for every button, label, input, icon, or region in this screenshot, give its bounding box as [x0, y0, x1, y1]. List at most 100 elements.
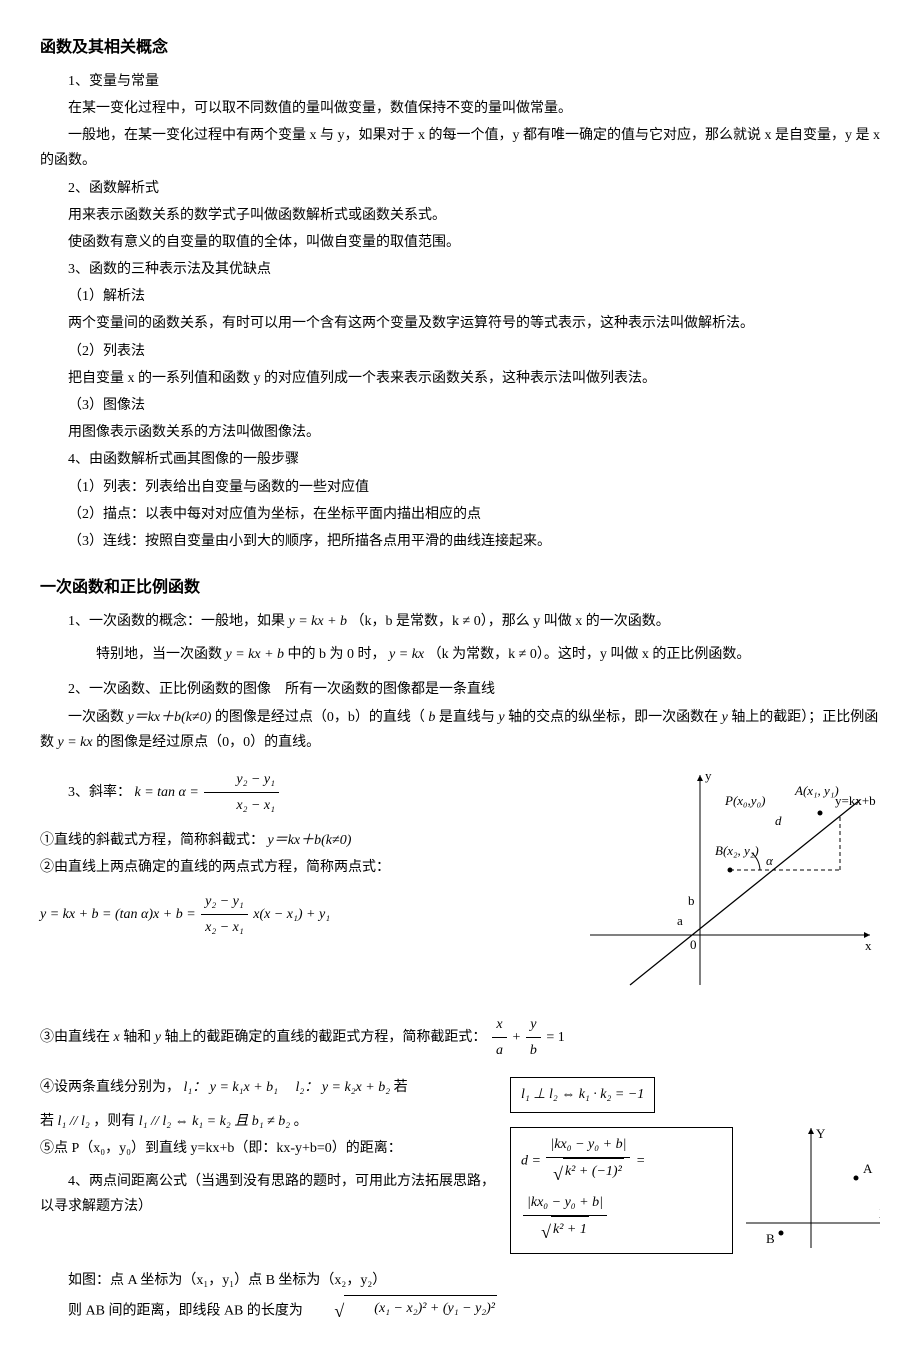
- s2-p4-exb-pre: 则 AB 间的距离，即线段 AB 的长度为: [68, 1303, 303, 1318]
- s1-p3-1b: 两个变量间的函数关系，有时可以用一个含有这两个变量及数字运算符号的等式表示，这种…: [40, 311, 880, 336]
- graph2-svg: Y X A B: [741, 1123, 880, 1253]
- g2-A: A: [863, 1161, 873, 1176]
- g1-b-label: b: [688, 893, 695, 908]
- dist-den2-a: k² + 1: [551, 1216, 589, 1248]
- g1-a-label: a: [677, 913, 683, 928]
- dist-eq: =: [636, 1153, 645, 1168]
- s2-p2-a: 一次函数: [68, 710, 128, 725]
- g1-y-label: y: [705, 768, 712, 783]
- two-pt-num: y₂ − y₁: [201, 889, 248, 915]
- item1-eq: y＝kx＋b(k≠0): [268, 833, 352, 848]
- int-eq1: = 1: [546, 1030, 564, 1045]
- slope-tan: = tan α =: [144, 785, 199, 800]
- s2-p1: 1、一次函数的概念：一般地，如果 y = kx + b （k，b 是常数，k ≠…: [40, 609, 880, 634]
- g2-B: B: [766, 1231, 775, 1246]
- s2-p1-eq: y = kx + b: [289, 614, 348, 629]
- g1-alpha: α: [766, 853, 774, 868]
- s1-p4-3: （3）连线：按照自变量由小到大的顺序，把所描各点用平滑的曲线连接起来。: [40, 529, 880, 554]
- dist-den1-a: k² + (−1)²: [563, 1158, 624, 1190]
- g1-x-label: x: [865, 938, 872, 953]
- two-point-eq: y = kx + b = (tan α)x + b = y₂ − y₁ x₂ −…: [40, 889, 570, 940]
- s2-p2-body: 一次函数 y＝kx＋b(k≠0) 的图像是经过点（0，b）的直线（ b 是直线与…: [40, 705, 880, 755]
- s2-p2-label: 2、一次函数、正比例函数的图像 所有一次函数的图像都是一条直线: [40, 677, 880, 702]
- item1-pre: ①直线的斜截式方程，简称斜截式：: [40, 833, 264, 848]
- s2-p1b-eq1: y = kx + b: [226, 647, 285, 662]
- dist-2pt-sqrt: √ (x₁ − x₂)² + (y₁ − y₂)²: [306, 1295, 497, 1327]
- distance-box: d = |kx₀ − y₀ + b| √k² + (−1)² = |kx₀ − …: [510, 1127, 733, 1254]
- s2-p4-exa: 如图：点 A 坐标为（x₁，y₁）点 B 坐标为（x₂，y₂）: [40, 1268, 880, 1293]
- s2-p4-exb: 则 AB 间的距离，即线段 AB 的长度为 √ (x₁ − x₂)² + (y₁…: [40, 1295, 880, 1327]
- s2-p2-f: 轴的交点的纵坐标，即一次函数在: [508, 710, 722, 725]
- s1-p3-2t: （2）列表法: [40, 339, 880, 364]
- s2-p2-c: b: [428, 710, 435, 725]
- int-yb: y: [526, 1012, 541, 1038]
- dist-2pt-body: (x₁ − x₂)² + (y₁ − y₂)²: [344, 1295, 497, 1327]
- s1-p4-label: 4、由函数解析式画其图像的一般步骤: [40, 447, 880, 472]
- two-pt-frac: y₂ − y₁ x₂ − x₁: [201, 889, 248, 940]
- s1-p4-2: （2）描点：以表中每对对应值为坐标，在坐标平面内描出相应的点: [40, 502, 880, 527]
- g1-B: B(x₂, y₂): [715, 843, 759, 858]
- section1-title: 函数及其相关概念: [40, 34, 880, 63]
- s1-p2-label: 2、函数解析式: [40, 176, 880, 201]
- dist-num1: |kx₀ − y₀ + b|: [546, 1132, 630, 1158]
- item5: ⑤点 P（x₀，y₀）到直线 y=kx+b（即：kx-y+b=0）的距离：: [40, 1136, 500, 1161]
- item4-l2: l₂：: [282, 1080, 319, 1095]
- s2-p2-b: 的图像是经过点（0，b）的直线（: [215, 710, 425, 725]
- s2-p1b-eq2: y = kx: [389, 647, 424, 662]
- slope-den: x₂ − x₁: [204, 793, 279, 818]
- item3: ③由直线在 x 轴和 y 轴上的截距确定的直线的截距式方程，简称截距式： x a…: [40, 1012, 880, 1063]
- s2-p1-post: （k，b 是常数，k ≠ 0），那么 y 叫做 x 的一次函数。: [351, 614, 670, 629]
- s1-p2-body1: 用来表示函数关系的数学式子叫做函数解析式或函数关系式。: [40, 203, 880, 228]
- item3-mid2: 轴上的截距确定的直线的截距式方程，简称截距式：: [164, 1030, 486, 1045]
- dist-frac1: |kx₀ − y₀ + b| √k² + (−1)²: [546, 1132, 630, 1191]
- item2: ②由直线上两点确定的直线的两点式方程，简称两点式：: [40, 855, 570, 880]
- s2-p2-d: 是直线与: [439, 710, 499, 725]
- dist-frac2: |kx₀ − y₀ + b| √k² + 1: [523, 1190, 607, 1249]
- graph1-svg: y x 0 a b α y=kx+b A(x₁, y₁) B(x₂, y₂) P…: [580, 765, 880, 995]
- int-b: b: [526, 1038, 541, 1063]
- par-mid: ，则有: [93, 1114, 139, 1129]
- item3-y: y: [155, 1030, 161, 1045]
- intercept-frac2: y b: [526, 1012, 541, 1063]
- g2-X: X: [879, 1206, 880, 1221]
- item4-eq1: y = k₁x + b₁: [210, 1080, 278, 1095]
- s2-p2-e: y: [498, 710, 504, 725]
- s1-p1-general: 一般地，在某一变化过程中有两个变量 x 与 y，如果对于 x 的每一个值，y 都…: [40, 123, 880, 173]
- s1-p3-3b: 用图像表示函数关系的方法叫做图像法。: [40, 420, 880, 445]
- item4-l1: l₁：: [184, 1080, 207, 1095]
- par-cond: l₁ // l₂: [58, 1114, 90, 1129]
- item3-pre: ③由直线在: [40, 1030, 114, 1045]
- slope-fraction: y₂ − y₁ x₂ − x₁: [204, 767, 279, 818]
- s2-p1b-mid: 中的 b 为 0 时，: [288, 647, 386, 662]
- slope-k: k: [135, 785, 141, 800]
- dist-den2: √k² + 1: [523, 1216, 607, 1248]
- s1-p1-label: 1、变量与常量: [40, 69, 880, 94]
- s2-p4-label: 4、两点间距离公式（当遇到没有思路的题时，可用此方法拓展思路，以寻求解题方法）: [40, 1169, 500, 1219]
- dist-d: d =: [521, 1153, 541, 1168]
- s1-p1-body: 在某一变化过程中，可以取不同数值的量叫做变量，数值保持不变的量叫做常量。: [40, 96, 880, 121]
- item3-x: x: [114, 1030, 120, 1045]
- dist-num2: |kx₀ − y₀ + b|: [523, 1190, 607, 1216]
- two-pt-b: x(x − x₁) + y₁: [253, 907, 330, 922]
- two-pt-a: y = kx + b = (tan α)x + b =: [40, 907, 196, 922]
- line-graph: y x 0 a b α y=kx+b A(x₁, y₁) B(x₂, y₂) P…: [580, 765, 880, 1004]
- par-eq: l₁ // l₂ ⇔ k₁ = k₂ 且 b₁ ≠ b₂: [139, 1114, 290, 1129]
- s1-p3-1t: （1）解析法: [40, 284, 880, 309]
- g2-Y: Y: [816, 1126, 826, 1141]
- s2-p3-label: 3、斜率：: [68, 785, 131, 800]
- parallel: 若 l₁ // l₂ ，则有 l₁ // l₂ ⇔ k₁ = k₂ 且 b₁ ≠…: [40, 1109, 500, 1134]
- s2-p2-eq1: y＝kx＋b(k≠0): [128, 710, 212, 725]
- s1-p2-body2: 使函数有意义的自变量的取值的全体，叫做自变量的取值范围。: [40, 230, 880, 255]
- s2-p1b-pre: 特别地，当一次函数: [96, 647, 226, 662]
- perp-box: l₁ ⊥ l₂ ⇔ k₁ · k₂ = −1: [510, 1077, 655, 1112]
- slope-num: y₂ − y₁: [204, 767, 279, 793]
- g1-d: d: [775, 813, 782, 828]
- int-xa: x: [492, 1012, 507, 1038]
- item3-mid1: 轴和: [123, 1030, 155, 1045]
- s1-p3-2b: 把自变量 x 的一系列值和函数 y 的对应值列成一个表来表示函数关系，这种表示法…: [40, 366, 880, 391]
- g1-P: P(x₀,y₀): [724, 793, 765, 808]
- s2-p2-g: y: [722, 710, 728, 725]
- s2-p1b: 特别地，当一次函数 y = kx + b 中的 b 为 0 时， y = kx …: [40, 642, 880, 667]
- s2-p3: 3、斜率： k = tan α = y₂ − y₁ x₂ − x₁: [40, 767, 570, 818]
- g1-A: A(x₁, y₁): [794, 783, 839, 798]
